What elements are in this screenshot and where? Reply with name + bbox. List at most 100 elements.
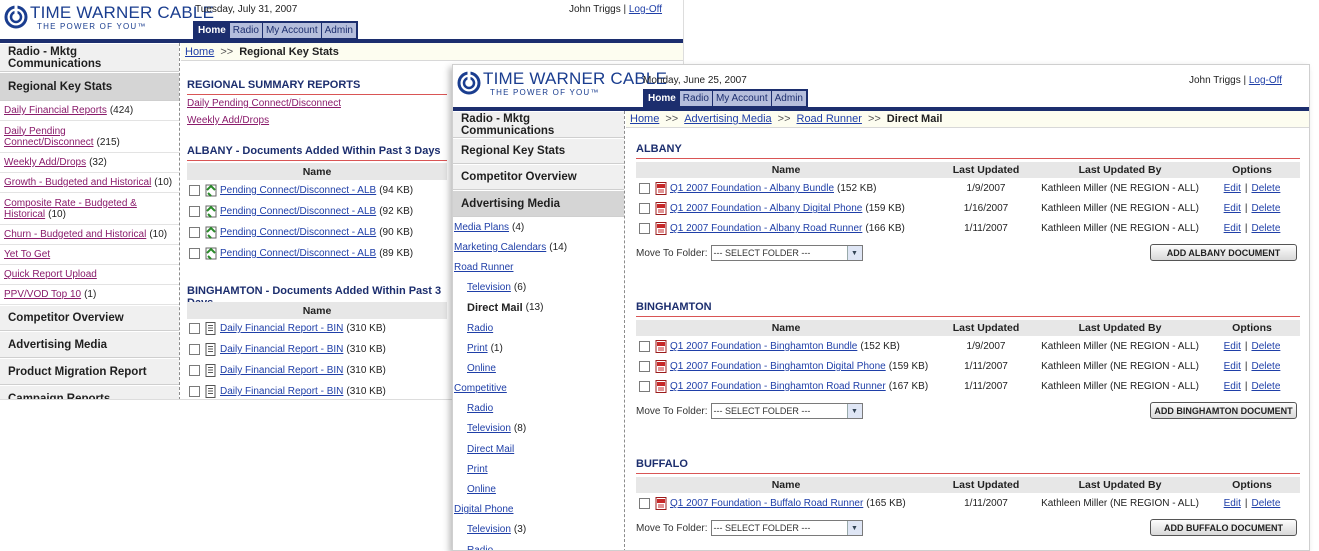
sidebar-item-advertising-media[interactable]: Advertising Media xyxy=(0,331,179,358)
sidebar-link[interactable]: Composite Rate - Budgeted & Historical (1… xyxy=(0,193,179,225)
document-link[interactable]: Q1 2007 Foundation - Albany Bundle xyxy=(670,183,835,194)
edit-link[interactable]: Edit xyxy=(1223,341,1241,352)
folder-select[interactable]: --- SELECT FOLDER --- ▼ xyxy=(710,245,863,261)
sidebar-item[interactable]: Television (3) xyxy=(453,520,624,540)
sidebar-link[interactable]: Quick Report Upload xyxy=(0,265,179,285)
sidebar-item[interactable]: Online xyxy=(453,358,624,378)
edit-link[interactable]: Edit xyxy=(1223,183,1241,194)
document-link[interactable]: Q1 2007 Foundation - Albany Road Runner xyxy=(670,223,863,234)
sidebar-item[interactable]: Direct Mail (13) xyxy=(453,298,624,318)
document-link[interactable]: Pending Connect/Disconnect - ALB xyxy=(220,248,377,259)
row-checkbox[interactable] xyxy=(189,206,200,217)
row-checkbox[interactable] xyxy=(639,341,650,352)
tab-home[interactable]: Home xyxy=(195,23,229,38)
document-link[interactable]: Daily Financial Report - BIN xyxy=(220,365,344,376)
breadcrumb-advertising-media[interactable]: Advertising Media xyxy=(684,113,772,125)
sidebar-item[interactable]: Print (1) xyxy=(453,338,624,358)
sidebar-item[interactable]: Radio xyxy=(453,318,624,338)
sidebar-item-regional-key-stats[interactable]: Regional Key Stats xyxy=(453,138,624,164)
sidebar-link[interactable]: Yet To Get xyxy=(0,245,179,265)
row-checkbox[interactable] xyxy=(189,344,200,355)
row-checkbox[interactable] xyxy=(189,365,200,376)
sidebar-item[interactable]: Print xyxy=(453,459,624,479)
tab-home[interactable]: Home xyxy=(645,91,679,106)
delete-link[interactable]: Delete xyxy=(1251,341,1281,352)
breadcrumb-home[interactable]: Home xyxy=(630,113,660,125)
summary-link[interactable]: Weekly Add/Drops xyxy=(187,115,270,126)
delete-link[interactable]: Delete xyxy=(1251,498,1281,509)
sidebar-item-advertising-media[interactable]: Advertising Media xyxy=(453,190,624,217)
sidebar-item[interactable]: Online xyxy=(453,479,624,499)
document-link[interactable]: Q1 2007 Foundation - Binghamton Bundle xyxy=(670,341,858,352)
sidebar-item[interactable]: Television (8) xyxy=(453,419,624,439)
edit-link[interactable]: Edit xyxy=(1223,203,1241,214)
sidebar-link[interactable]: Churn - Budgeted and Historical (10) xyxy=(0,225,179,245)
sidebar-item[interactable]: Radio xyxy=(453,399,624,419)
add-document-button[interactable]: ADD ALBANY DOCUMENT xyxy=(1150,244,1297,261)
summary-link[interactable]: Daily Pending Connect/Disconnect xyxy=(187,98,341,109)
sidebar-item-competitor-overview[interactable]: Competitor Overview xyxy=(0,305,179,331)
document-link[interactable]: Q1 2007 Foundation - Binghamton Road Run… xyxy=(670,381,886,392)
sidebar-item[interactable]: Television (6) xyxy=(453,278,624,298)
row-checkbox[interactable] xyxy=(639,361,650,372)
breadcrumb-home[interactable]: Home xyxy=(185,45,215,58)
row-checkbox[interactable] xyxy=(189,227,200,238)
row-checkbox[interactable] xyxy=(189,248,200,259)
sidebar-link[interactable]: Weekly Add/Drops (32) xyxy=(0,153,179,173)
sidebar-item[interactable]: Marketing Calendars (14) xyxy=(453,237,624,257)
row-checkbox[interactable] xyxy=(639,498,650,509)
tab-admin[interactable]: Admin xyxy=(321,23,356,38)
sidebar-item[interactable]: Digital Phone xyxy=(453,500,624,520)
delete-link[interactable]: Delete xyxy=(1251,183,1281,194)
delete-link[interactable]: Delete xyxy=(1251,203,1281,214)
tab-my-account[interactable]: My Account xyxy=(262,23,321,38)
sidebar-item[interactable]: Direct Mail xyxy=(453,439,624,459)
folder-select[interactable]: --- SELECT FOLDER --- ▼ xyxy=(710,520,863,536)
document-link[interactable]: Daily Financial Report - BIN xyxy=(220,323,344,334)
document-link[interactable]: Q1 2007 Foundation - Binghamton Digital … xyxy=(670,361,886,372)
row-checkbox[interactable] xyxy=(639,183,650,194)
tab-radio[interactable]: Radio xyxy=(679,91,712,106)
sidebar-link[interactable]: Growth - Budgeted and Historical (10) xyxy=(0,173,179,193)
logoff-link[interactable]: Log-Off xyxy=(1248,75,1283,86)
document-link[interactable]: Pending Connect/Disconnect - ALB xyxy=(220,185,377,196)
sidebar-item-product-migration[interactable]: Product Migration Report xyxy=(0,358,179,385)
delete-link[interactable]: Delete xyxy=(1251,223,1281,234)
document-link[interactable]: Q1 2007 Foundation - Albany Digital Phon… xyxy=(670,203,863,214)
row-checkbox[interactable] xyxy=(189,323,200,334)
add-document-button[interactable]: ADD BINGHAMTON DOCUMENT xyxy=(1150,402,1297,419)
sidebar-item[interactable]: Media Plans (4) xyxy=(453,217,624,237)
row-checkbox[interactable] xyxy=(639,203,650,214)
edit-link[interactable]: Edit xyxy=(1223,381,1241,392)
row-checkbox[interactable] xyxy=(639,223,650,234)
folder-select[interactable]: --- SELECT FOLDER --- ▼ xyxy=(710,403,863,419)
sidebar-item-competitor-overview[interactable]: Competitor Overview xyxy=(453,164,624,190)
delete-link[interactable]: Delete xyxy=(1251,381,1281,392)
edit-link[interactable]: Edit xyxy=(1223,223,1241,234)
sidebar-link[interactable]: Daily Financial Reports (424) xyxy=(0,101,179,121)
sidebar-item[interactable]: Competitive xyxy=(453,379,624,399)
sidebar-item[interactable]: Road Runner xyxy=(453,257,624,277)
breadcrumb-road-runner[interactable]: Road Runner xyxy=(796,113,862,125)
tab-radio[interactable]: Radio xyxy=(229,23,262,38)
tab-my-account[interactable]: My Account xyxy=(712,91,771,106)
document-link[interactable]: Q1 2007 Foundation - Buffalo Road Runner xyxy=(670,498,864,509)
edit-link[interactable]: Edit xyxy=(1223,361,1241,372)
sidebar-item-radio-mktg[interactable]: Radio - Mktg Communications xyxy=(0,43,179,72)
document-link[interactable]: Daily Financial Report - BIN xyxy=(220,386,344,397)
row-checkbox[interactable] xyxy=(189,386,200,397)
row-checkbox[interactable] xyxy=(639,381,650,392)
document-link[interactable]: Pending Connect/Disconnect - ALB xyxy=(220,227,377,238)
sidebar-item-radio-mktg[interactable]: Radio - Mktg Communications xyxy=(453,111,624,138)
add-document-button[interactable]: ADD BUFFALO DOCUMENT xyxy=(1150,519,1297,536)
sidebar-item-regional-key-stats[interactable]: Regional Key Stats xyxy=(0,72,179,101)
sidebar-item-campaign-reports[interactable]: Campaign Reports xyxy=(0,385,179,399)
sidebar-item[interactable]: Radio xyxy=(453,540,624,550)
row-checkbox[interactable] xyxy=(189,185,200,196)
document-link[interactable]: Daily Financial Report - BIN xyxy=(220,344,344,355)
document-link[interactable]: Pending Connect/Disconnect - ALB xyxy=(220,206,377,217)
edit-link[interactable]: Edit xyxy=(1223,498,1241,509)
sidebar-link[interactable]: Daily Pending Connect/Disconnect (215) xyxy=(0,121,179,153)
tab-admin[interactable]: Admin xyxy=(771,91,806,106)
logoff-link[interactable]: Log-Off xyxy=(628,4,663,15)
